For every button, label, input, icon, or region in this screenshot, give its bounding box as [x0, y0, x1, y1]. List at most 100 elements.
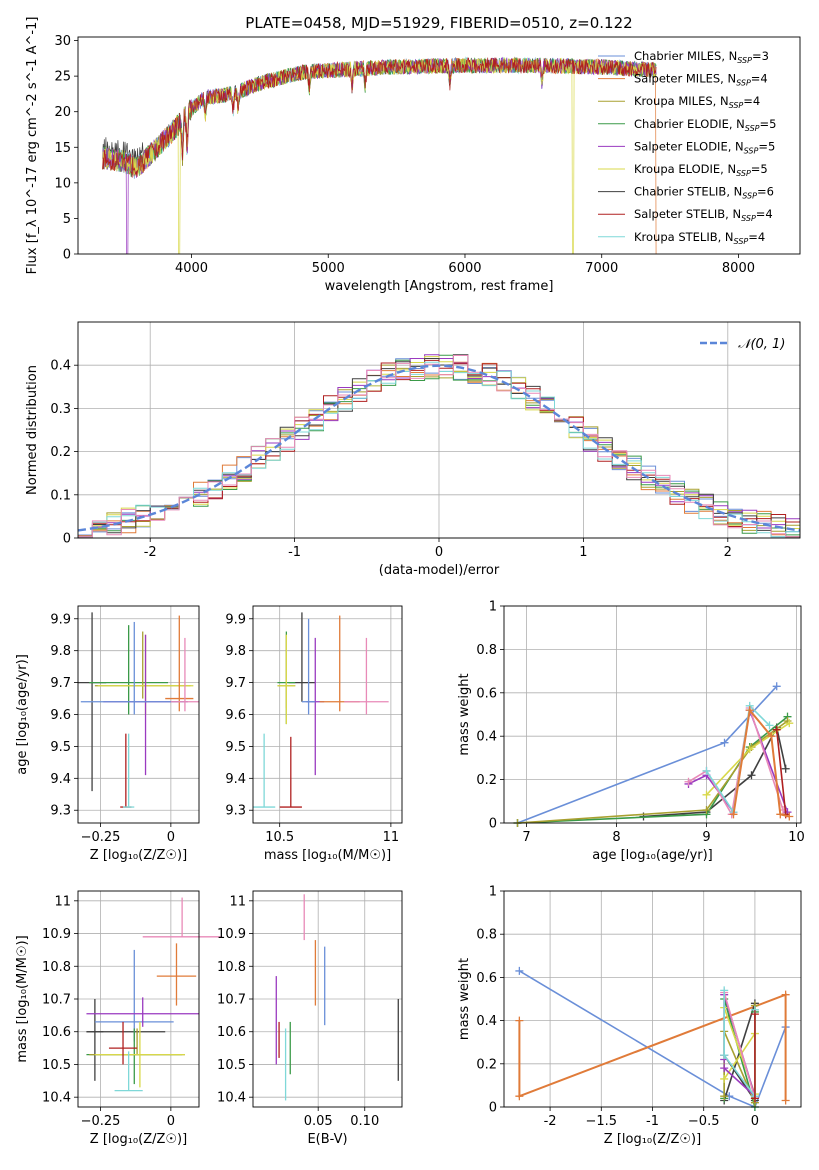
legend-series-name: Salpeter ELODIE: [634, 139, 728, 153]
legend-label: Kroupa MILES, NSSP=4: [634, 94, 760, 110]
x-tick-label: -1: [288, 545, 301, 560]
legend-nssp-sub: SSP: [734, 237, 749, 246]
legend-nssp-value: =6: [757, 185, 774, 199]
legend-label: Salpeter STELIB, NSSP=4: [634, 207, 773, 223]
y-tick-label: 0.4: [476, 1014, 497, 1029]
weight-point-marker: [720, 1064, 729, 1073]
weight-point-marker: [750, 1010, 759, 1019]
legend-nssp-value: =4: [751, 72, 768, 86]
y-axis-label: age [log₁₀(age/yr)]: [15, 654, 30, 775]
legend-series-name: Kroupa STELIB: [634, 230, 718, 244]
legend-nssp-sub: SSP: [744, 146, 759, 155]
y-tick-label: 9.9: [50, 612, 71, 627]
weight-point-marker: [720, 1074, 729, 1083]
weight-point-marker: [781, 990, 790, 999]
legend-nssp-prefix: , N: [726, 185, 742, 199]
x-tick-label: 0.10: [350, 1114, 379, 1129]
x-tick-label: 0: [435, 545, 443, 560]
y-tick-label: 9.7: [225, 676, 246, 691]
y-tick-label: 9.5: [50, 740, 71, 755]
legend-label: Chabrier MILES, NSSP=3: [634, 49, 769, 65]
y-tick-label: 9.4: [50, 772, 71, 787]
weight-series-line: [775, 729, 787, 815]
y-tick-label: 0.2: [476, 1057, 497, 1072]
x-tick-label: 0: [167, 1114, 175, 1129]
x-tick-label: 2: [724, 545, 732, 560]
legend-nssp-sub: SSP: [736, 79, 751, 88]
weight-point-marker: [765, 721, 774, 730]
y-tick-label: 0: [63, 248, 71, 263]
x-axis-label: Z [log₁₀(Z/Z☉)]: [90, 848, 187, 863]
x-tick-label: 1: [579, 545, 587, 560]
weight-series-line: [518, 970, 787, 1109]
legend-series-name: Chabrier STELIB: [634, 185, 726, 199]
axes-frame: [252, 890, 403, 1108]
legend-nssp-value: =5: [758, 139, 775, 153]
y-tick-label: 15: [54, 141, 71, 156]
y-tick-label: 10.7: [217, 993, 246, 1008]
y-tick-label: 25: [54, 70, 71, 85]
y-tick-label: 1: [489, 885, 497, 900]
y-tick-label: 9.7: [50, 676, 71, 691]
legend-nssp-prefix: , N: [725, 207, 741, 221]
y-tick-label: 10.9: [42, 927, 71, 942]
legend-nssp-value: =5: [760, 117, 777, 131]
y-tick-label: 10.6: [217, 1025, 246, 1040]
y-tick-label: 11: [229, 894, 246, 909]
age-vs-Z-panel: −0.25 0 9.3 9.4 9.5 9.6 9.7 9.8 9.9 Z [log₁₀(Z/Z☉…: [15, 605, 200, 863]
legend-nssp-sub: SSP: [729, 101, 744, 110]
weight-point-marker: [515, 1016, 524, 1025]
spectrum-series-line: [102, 56, 657, 254]
legend-nssp-prefix: , N: [720, 72, 736, 86]
legend-nssp-prefix: , N: [729, 117, 745, 131]
y-tick-label: 9.8: [225, 644, 246, 659]
weight-point-marker: [702, 790, 711, 799]
y-tick-label: 0.2: [50, 445, 71, 460]
legend-nssp-sub: SSP: [741, 214, 756, 223]
x-tick-label: 11: [383, 830, 400, 845]
weight-point-marker: [781, 1096, 790, 1105]
weight-point-marker: [745, 745, 754, 754]
y-tick-label: 0: [489, 1101, 497, 1116]
legend-nssp-value: =3: [752, 49, 769, 63]
y-tick-label: 9.3: [225, 804, 246, 819]
y-tick-label: 0.8: [476, 928, 497, 943]
legend-nssp-prefix: , N: [728, 139, 744, 153]
legend-series-name: Kroupa ELODIE: [634, 162, 720, 176]
y-tick-label: 10.8: [217, 960, 246, 975]
y-tick-label: 10.7: [42, 993, 71, 1008]
x-tick-label: 0.05: [304, 1114, 333, 1129]
axes-frame: [503, 890, 802, 1108]
legend-label: Salpeter ELODIE, NSSP=5: [634, 139, 775, 155]
axes-frame: [77, 321, 801, 539]
legend-nssp-value: =5: [751, 162, 768, 176]
legend-label: 𝒩(0, 1): [738, 337, 785, 352]
y-tick-label: 10: [54, 176, 71, 191]
legend-nssp-sub: SSP: [736, 169, 751, 178]
y-tick-label: 0: [63, 532, 71, 547]
weight-point-marker: [781, 764, 790, 773]
weight-point-marker: [785, 719, 794, 728]
gaussian-curve: [77, 364, 801, 532]
y-axis-label: mass weight: [457, 673, 472, 755]
x-tick-label: −0.25: [81, 1114, 121, 1129]
y-tick-label: 0.6: [476, 686, 497, 701]
y-tick-label: 9.3: [50, 804, 71, 819]
x-tick-label: 7: [522, 830, 530, 845]
y-tick-label: 10.6: [42, 1025, 71, 1040]
x-axis-label: (data-model)/error: [379, 563, 500, 578]
y-tick-label: 10.4: [42, 1091, 71, 1106]
x-axis-label: mass [log₁₀(M/M☉)]: [264, 848, 391, 863]
weight-point-marker: [720, 986, 729, 995]
y-axis-label: mass weight: [457, 958, 472, 1040]
x-tick-label: 7000: [585, 261, 618, 276]
weight-point-marker: [785, 812, 794, 821]
weight-point-marker: [750, 1094, 759, 1103]
x-tick-label: 8: [612, 830, 620, 845]
x-axis-label: wavelength [Angstrom, rest frame]: [325, 279, 554, 294]
weight-point-marker: [720, 1051, 729, 1060]
legend-label: Chabrier ELODIE, NSSP=5: [634, 117, 776, 133]
x-tick-label: 5000: [312, 261, 345, 276]
legend-label: Salpeter MILES, NSSP=4: [634, 72, 768, 88]
x-tick-label: −1.5: [586, 1114, 618, 1129]
